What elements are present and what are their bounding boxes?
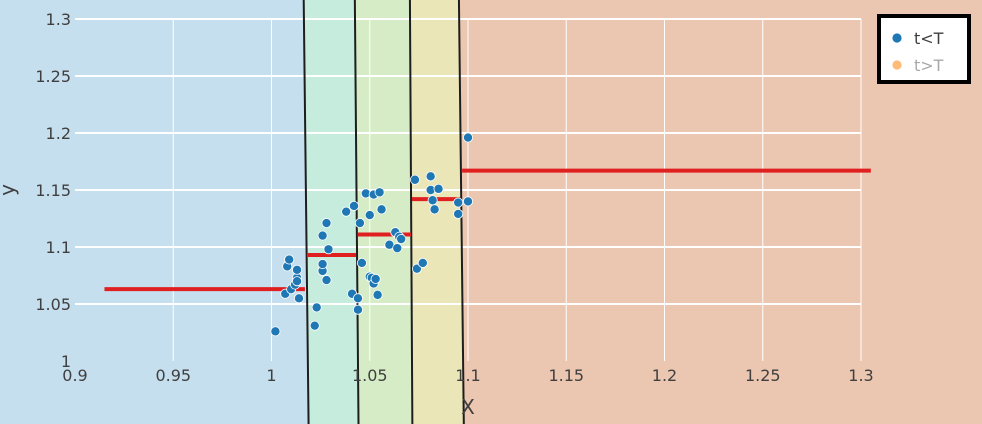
data-point — [292, 264, 303, 275]
data-point — [372, 289, 383, 300]
data-point — [294, 293, 305, 304]
legend-item-2[interactable]: t>T — [892, 56, 944, 75]
data-point — [376, 204, 387, 215]
data-point — [462, 196, 473, 207]
x-tick-label: 1.2 — [652, 366, 677, 385]
legend-label: t<T — [914, 29, 944, 48]
x-tick-label: 0.95 — [155, 366, 191, 385]
region-5 — [458, 0, 982, 424]
data-point — [427, 195, 438, 206]
x-tick-label: 1.05 — [352, 366, 388, 385]
data-point — [425, 171, 436, 182]
tick-labels: 0.9 0.95 1 1.05 1.1 1.15 1.2 1.25 1.3 1 1.05 1.1 1.1… — [35, 10, 873, 385]
region-boundary-2 — [353, 0, 360, 424]
x-tick-label: 1.3 — [848, 366, 873, 385]
legend[interactable]: t<T t>T — [877, 14, 971, 84]
y-tick-label: 1.3 — [46, 10, 71, 29]
data-point — [270, 326, 281, 337]
legend-marker — [892, 33, 902, 43]
data-point — [317, 230, 328, 241]
data-point — [364, 210, 375, 221]
legend-label: t>T — [914, 56, 944, 75]
data-point — [370, 273, 381, 284]
x-tick-label: 1.1 — [455, 366, 480, 385]
y-tick-label: 1.15 — [35, 181, 71, 200]
prediction-steps — [104, 168, 871, 292]
data-point — [453, 197, 464, 208]
data-point — [352, 293, 363, 304]
data-point — [409, 174, 420, 185]
data-point — [356, 257, 367, 268]
data-point — [349, 200, 360, 211]
data-point — [341, 206, 352, 217]
data-point — [462, 132, 473, 143]
legend-marker — [892, 60, 902, 70]
data-point — [323, 244, 334, 255]
y-tick-label: 1.2 — [46, 124, 71, 143]
x-tick-label: 0.9 — [62, 366, 87, 385]
y-tick-label: 1.25 — [35, 67, 71, 86]
y-tick-label: 1.1 — [46, 238, 71, 257]
data-point — [417, 257, 428, 268]
data-point — [392, 243, 403, 254]
data-point — [317, 259, 328, 270]
x-axis-title: X — [461, 395, 475, 419]
legend-item-1[interactable]: t<T — [892, 29, 944, 48]
data-point — [354, 218, 365, 229]
y-tick-label: 1.05 — [35, 295, 71, 314]
data-point — [309, 320, 320, 331]
x-tick-label: 1.25 — [745, 366, 781, 385]
legend-box — [877, 14, 971, 84]
data-point — [292, 276, 303, 287]
region-boundary-1 — [302, 0, 310, 424]
data-point — [429, 204, 440, 215]
region-boundary-3 — [408, 0, 414, 424]
data-point — [284, 254, 295, 265]
x-tick-label: 1.15 — [548, 366, 584, 385]
data-point — [453, 208, 464, 219]
data-point — [311, 302, 322, 313]
region-2 — [303, 0, 359, 424]
x-tick-label: 1 — [266, 366, 276, 385]
data-point — [321, 275, 332, 286]
data-point — [374, 187, 385, 198]
y-axis-title: y — [0, 184, 19, 196]
y-tick-label: 1 — [61, 352, 71, 371]
data-points — [270, 132, 473, 337]
data-point — [321, 218, 332, 229]
data-point — [396, 234, 407, 245]
region-1 — [0, 0, 309, 424]
data-point — [352, 304, 363, 315]
data-point — [433, 183, 444, 194]
